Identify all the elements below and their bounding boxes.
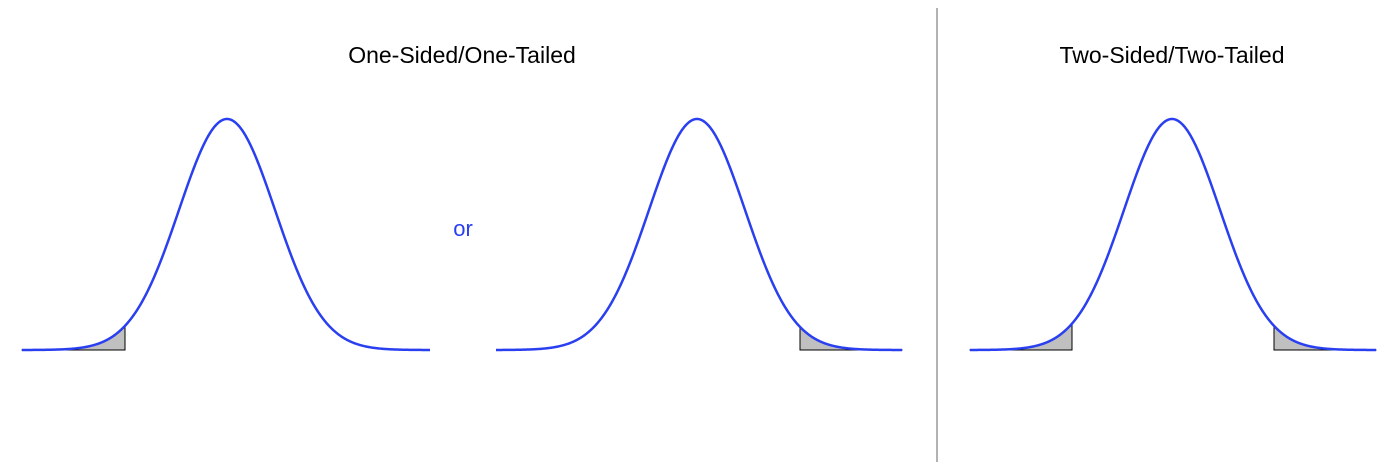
right-tail-bell-curve [496, 117, 902, 352]
two-sided-title: Two-Sided/Two-Tailed [1060, 42, 1285, 68]
two-tail-distribution [969, 117, 1377, 352]
left-tail-distribution [21, 117, 430, 352]
one-sided-title: One-Sided/One-Tailed [348, 42, 576, 68]
or-connector: or [453, 216, 473, 241]
right-tail-distribution [496, 117, 903, 352]
two-tail-bell-curve [969, 117, 1376, 352]
left-tail-bell-curve [22, 117, 430, 352]
